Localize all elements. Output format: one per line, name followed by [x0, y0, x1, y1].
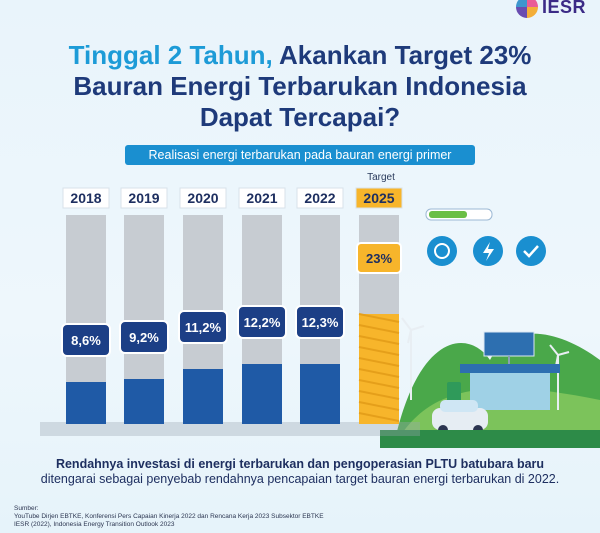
value-label: 9,2%: [129, 330, 159, 345]
target-bar-stripe: [358, 368, 400, 378]
bar: [124, 379, 164, 424]
year-label: 2021: [246, 190, 277, 206]
value-label: 8,6%: [71, 333, 101, 348]
value-label-box: [178, 310, 228, 344]
year-tab: [179, 187, 227, 209]
sources-heading: Sumber:: [14, 505, 39, 512]
target-bar-stripe: [358, 390, 400, 400]
year-label: 2022: [304, 190, 335, 206]
year-label: 2018: [70, 190, 101, 206]
target-bar-stripe: [358, 346, 400, 356]
value-label-box: [295, 305, 345, 339]
title-line1-rest: Akankan Target 23%: [272, 40, 532, 70]
target-bar: [359, 314, 399, 424]
value-label-box: [119, 320, 169, 354]
value-label-box: [356, 242, 402, 274]
title-accent: Tinggal 2 Tahun,: [68, 40, 273, 70]
footer-rest: ditengarai sebagai penyebab rendahnya pe…: [40, 472, 560, 486]
footer-bold: Rendahnya investasi di energi terbarukan…: [55, 457, 545, 471]
year-tab: [355, 187, 403, 209]
target-label: Target: [367, 172, 395, 183]
value-label-box: [237, 305, 287, 339]
year-tab: [296, 187, 344, 209]
source-2: IESR (2022), Indonesia Energy Transition…: [14, 521, 175, 528]
year-tab: [62, 187, 110, 209]
target-bar-stripe: [358, 379, 400, 389]
year-label: 2020: [187, 190, 218, 206]
year-label: 2019: [128, 190, 159, 206]
value-label: 11,2%: [185, 320, 222, 335]
year-tab: [120, 187, 168, 209]
chart-subtitle: Realisasi energi terbarukan pada bauran …: [125, 145, 475, 165]
title-line3: Dapat Tercapai?: [199, 102, 401, 132]
target-bar-stripe: [358, 324, 400, 334]
target-bar-stripe: [358, 313, 400, 323]
footer-text: Rendahnya investasi di energi terbarukan…: [20, 457, 580, 487]
bar: [242, 364, 282, 424]
logo-mark-icon: [515, 0, 538, 18]
target-bar-stripe: [358, 335, 400, 345]
source-1: YouTube Dirjen EBTKE, Konferensi Pers Ca…: [14, 513, 324, 520]
target-bar-stripe: [358, 357, 400, 367]
value-label: 12,3%: [302, 315, 339, 330]
sources: Sumber: YouTube Dirjen EBTKE, Konferensi…: [14, 505, 324, 529]
iesr-logo: IESR: [515, 0, 586, 18]
value-label: 12,2%: [244, 315, 281, 330]
bar: [183, 369, 223, 424]
logo-text: IESR: [541, 0, 586, 17]
bar: [66, 382, 106, 424]
bar: [300, 364, 340, 424]
value-label-box: [61, 323, 111, 357]
year-tab: [238, 187, 286, 209]
target-bar-stripe: [358, 412, 400, 422]
page-title: Tinggal 2 Tahun, Akankan Target 23% Baur…: [0, 40, 600, 133]
target-bar-stripe: [358, 401, 400, 411]
value-label: 23%: [366, 251, 392, 266]
title-line2: Bauran Energi Terbarukan Indonesia: [73, 71, 527, 101]
year-label: 2025: [363, 190, 394, 206]
